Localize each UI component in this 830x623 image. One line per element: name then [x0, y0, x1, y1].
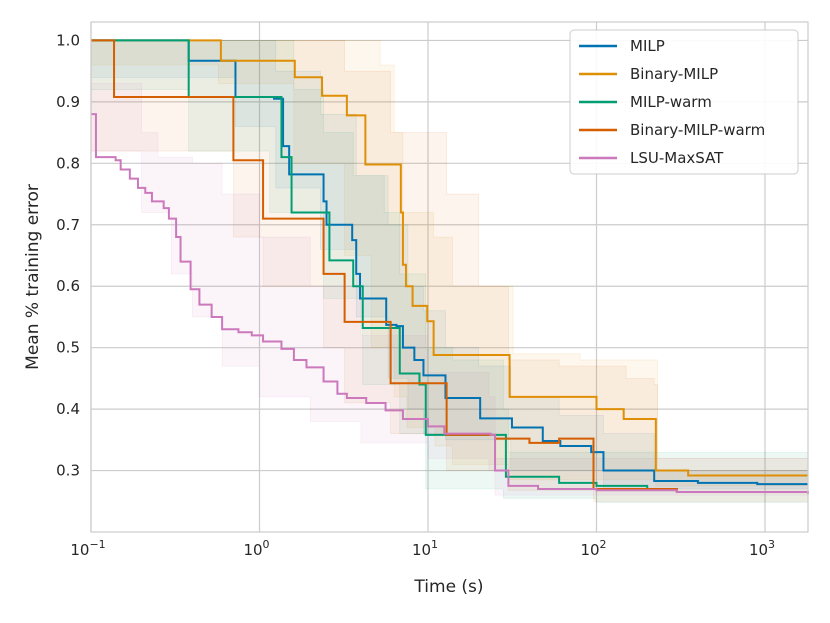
x-tick-label: 102: [580, 538, 606, 559]
y-tick-label: 0.5: [56, 339, 80, 357]
y-tick-label: 0.6: [56, 277, 80, 295]
series-lines: [91, 39, 809, 494]
y-tick-label: 0.4: [56, 400, 80, 418]
series-line-binary-milp-warm: [91, 39, 809, 494]
legend-label-lsu-maxsat: LSU-MaxSAT: [630, 149, 724, 167]
series-line-binary-milp: [91, 39, 808, 477]
y-tick-label: 0.8: [56, 154, 80, 172]
x-tick-label: 10−1: [70, 538, 105, 559]
tick-labels: 10−1 100 101 102 103 1.0 0.9 0.8 0.7 0.6 0.5 0.4 0.3: [56, 31, 775, 559]
y-tick-label: 1.0: [56, 31, 80, 49]
legend-box: [569, 29, 799, 175]
x-tick-label: 103: [749, 538, 775, 559]
grid: [90, 22, 808, 532]
y-axis-label: Mean % training error: [23, 184, 43, 370]
x-axis-label: Time (s): [413, 577, 483, 597]
x-tick-label: 101: [412, 538, 438, 559]
series-line-lsu-maxsat: [91, 113, 809, 494]
confidence-bands: [90, 40, 809, 508]
legend-label-milp: MILP: [630, 37, 665, 55]
series-line-milp: [91, 39, 808, 486]
legend-label-binary-milp-warm: Binary-MILP-warm: [630, 121, 765, 139]
y-tick-label: 0.9: [56, 93, 80, 111]
plot-frame: [90, 21, 809, 533]
y-tick-label: 0.3: [56, 462, 80, 480]
legend-label-milp-warm: MILP-warm: [630, 93, 712, 111]
legend: MILP Binary-MILP MILP-warm Binary-MILP-w…: [569, 29, 799, 175]
y-tick-label: 0.7: [56, 216, 80, 234]
x-tick-label: 100: [243, 538, 269, 559]
legend-label-binary-milp: Binary-MILP: [630, 65, 718, 83]
series-line-milp-warm: [91, 39, 808, 494]
